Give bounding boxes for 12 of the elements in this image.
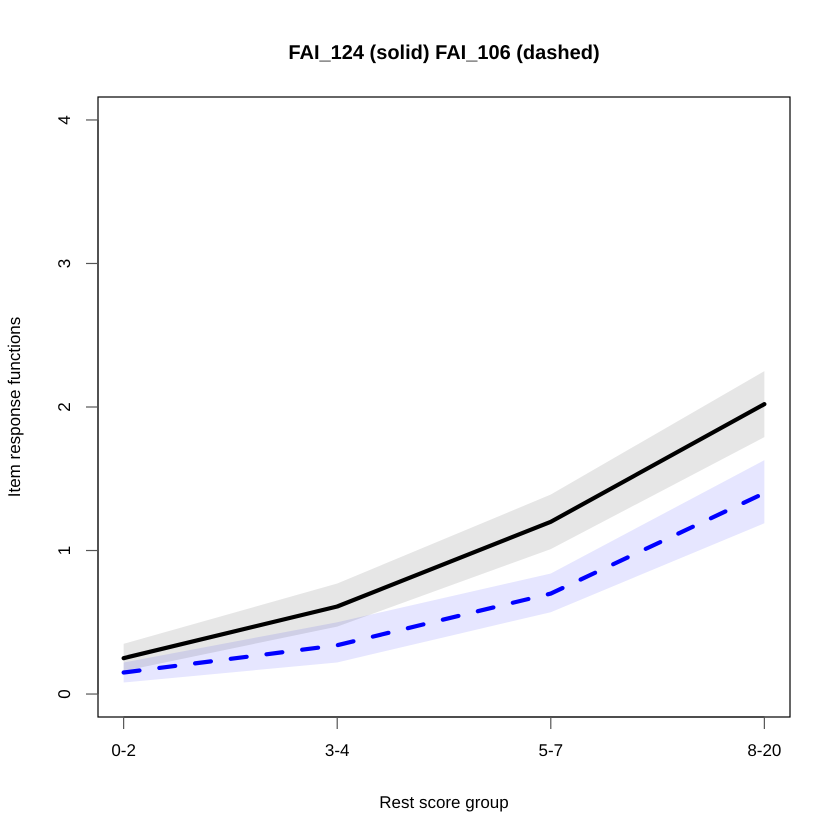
y-tick-label: 2 [55,402,74,412]
x-tick-label: 0-2 [111,741,136,760]
y-tick-label: 3 [55,258,74,268]
y-axis-title: Item response functions [5,316,24,498]
chart-title: FAI_124 (solid) FAI_106 (dashed) [288,42,600,64]
x-tick-label: 3-4 [324,741,350,760]
y-tick-label: 4 [55,115,74,125]
x-tick-label: 8-20 [747,741,782,760]
y-tick-label: 0 [55,689,74,699]
x-tick-label: 5-7 [538,741,564,760]
y-tick-label: 1 [55,546,74,556]
x-axis-title: Rest score group [379,793,509,812]
